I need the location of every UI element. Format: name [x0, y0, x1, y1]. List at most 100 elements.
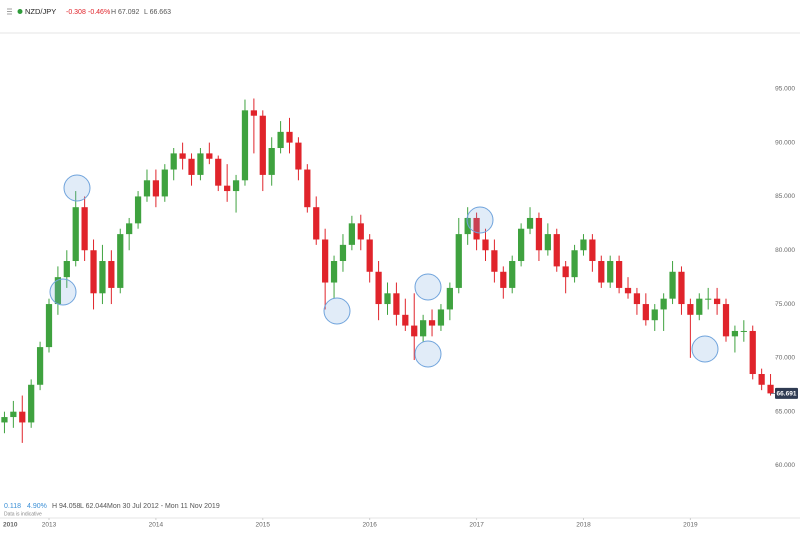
candle-body — [63, 261, 70, 278]
candle-body — [509, 261, 516, 288]
candle-body — [28, 384, 35, 423]
status-dot — [17, 9, 23, 14]
symbol: NZD/JPY — [25, 7, 56, 16]
candle-body — [241, 110, 249, 181]
candle-body — [259, 115, 266, 175]
candle-body — [224, 185, 231, 192]
candle-body — [660, 298, 667, 310]
candle-body — [455, 234, 462, 288]
candle-body — [758, 374, 765, 385]
candle-body — [393, 293, 400, 315]
candle-body — [500, 271, 507, 288]
footer-high: H 94.058 — [52, 503, 81, 510]
candle-body — [526, 217, 534, 229]
plot-area — [1, 98, 774, 443]
candle-body — [19, 411, 26, 423]
x-tick-label: 2014 — [149, 522, 164, 529]
candle-body — [322, 239, 329, 283]
candle-body — [411, 325, 418, 337]
candle-body — [589, 239, 596, 262]
candle-body — [295, 142, 302, 170]
candle-body — [384, 293, 391, 305]
candle-body — [624, 287, 632, 294]
footer-range: Mon 30 Jul 2012 - Mon 11 Nov 2019 — [107, 503, 220, 510]
candle-body — [99, 261, 106, 294]
candle-body — [54, 277, 62, 305]
x-tick-label: 2019 — [683, 522, 698, 529]
footer-low: L 62.044 — [80, 503, 107, 510]
y-tick-label: 65.000 — [775, 408, 795, 415]
candle-body — [330, 261, 338, 283]
candle-body — [598, 261, 605, 283]
candle-body — [428, 320, 436, 326]
cursor-label: 2010 — [3, 522, 18, 529]
candle-body — [767, 384, 774, 394]
candle-body — [152, 180, 160, 197]
candle-body — [713, 298, 721, 305]
candle-body — [143, 180, 151, 197]
candle-body — [491, 250, 498, 272]
candle-body — [437, 309, 445, 326]
candle-body — [357, 223, 364, 240]
candle-body — [553, 234, 560, 267]
candle-body — [161, 169, 168, 197]
candle-body — [722, 304, 730, 337]
candle-body — [108, 261, 115, 288]
y-tick-label: 70.000 — [775, 355, 795, 362]
candle-body — [170, 153, 177, 170]
candle-body — [375, 271, 382, 305]
candle-body — [277, 131, 284, 149]
x-tick-label: 2018 — [576, 522, 591, 529]
footer-change-pct: 4.90% — [27, 503, 47, 510]
candle-body — [562, 266, 569, 278]
candle-body — [286, 131, 293, 143]
candle-body — [134, 196, 142, 224]
candle-body — [642, 304, 649, 321]
candle-body — [206, 153, 213, 159]
candle-body — [197, 153, 204, 175]
candle-body — [215, 158, 222, 186]
last-price-tag — [775, 387, 798, 399]
candle-body — [473, 217, 480, 240]
candle-body — [464, 217, 471, 235]
candle-body — [72, 207, 79, 262]
candle-body — [36, 347, 44, 385]
session-high: H 67.092 — [111, 9, 140, 16]
menu-icon[interactable] — [7, 8, 12, 15]
candle-body — [90, 250, 97, 294]
candle-body — [313, 207, 320, 240]
candle-body — [633, 293, 641, 305]
candle-body — [535, 217, 543, 251]
candle-body — [45, 304, 53, 348]
highlights — [49, 174, 719, 368]
y-tick-label: 75.000 — [775, 301, 795, 308]
candle-body — [446, 287, 453, 310]
candle-body — [117, 234, 124, 288]
candle-body — [705, 298, 712, 300]
candle-body — [10, 411, 17, 418]
candle-body — [250, 110, 257, 116]
candle-body — [580, 239, 587, 251]
y-tick-label: 90.000 — [775, 139, 795, 146]
candle-body — [482, 239, 489, 251]
candle-body — [126, 223, 133, 235]
candle-body — [651, 309, 658, 321]
change: -0.308 — [66, 9, 86, 16]
candle-body — [179, 153, 186, 159]
change-pct: -0.46% — [88, 9, 110, 16]
candle-body — [518, 228, 525, 262]
candle-body — [268, 148, 275, 175]
candle-body — [304, 169, 311, 208]
candle-body — [571, 250, 578, 278]
candle-body — [420, 320, 427, 337]
candle-body — [615, 261, 623, 288]
candle-body — [687, 304, 694, 315]
footer-note: Data is indicative — [4, 511, 42, 517]
x-tick-label: 2015 — [256, 522, 271, 529]
candle-body — [669, 271, 676, 299]
candle-body — [696, 298, 703, 315]
candle-body — [232, 180, 240, 192]
candle-body — [678, 271, 685, 305]
candle-body — [1, 417, 8, 423]
